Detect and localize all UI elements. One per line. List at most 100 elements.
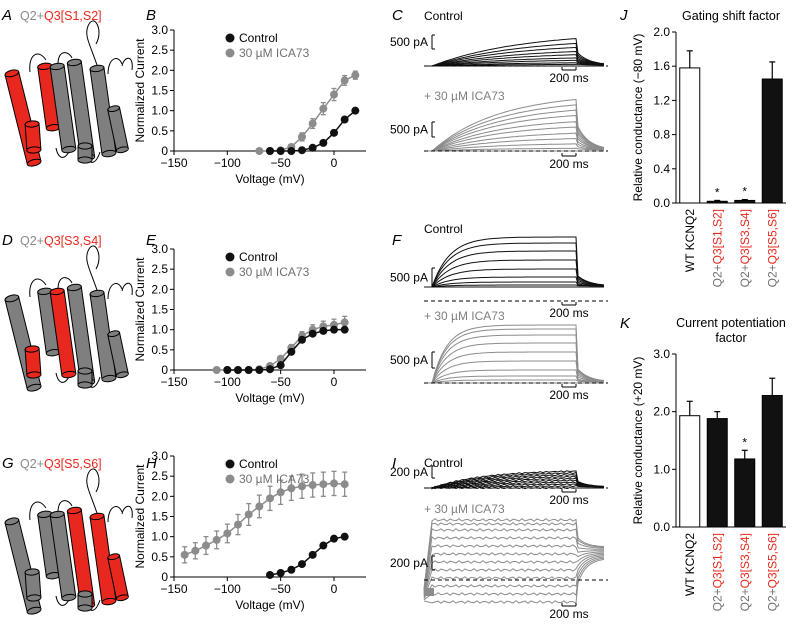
trace-ica — [423, 544, 605, 593]
trace-ica — [424, 369, 605, 384]
y-tick-label: 1.0 — [653, 462, 670, 476]
helix-top — [49, 287, 65, 296]
helix-joint — [102, 599, 116, 604]
data-point — [287, 147, 296, 155]
helix-joint — [62, 595, 76, 600]
trace-ica — [423, 556, 605, 599]
scale-bar-label: 500 pA — [390, 271, 428, 285]
data-point — [330, 128, 338, 137]
legend-label: Control — [239, 250, 278, 264]
category-name: Q3[S5,S6] — [765, 209, 779, 264]
data-point — [255, 366, 264, 374]
data-point — [266, 494, 274, 503]
data-point — [212, 366, 221, 374]
iv-chart-e: −150 −100 −50 0 0 0.5 1.0 1.5 2.0 2.5 3.0 Voltage (… — [133, 242, 366, 405]
loop-line — [86, 468, 100, 517]
data-point — [330, 479, 338, 488]
data-point — [330, 90, 338, 99]
trace-ica — [424, 98, 605, 152]
x-axis-label: Voltage (mV) — [235, 172, 304, 186]
trace-label-control: Control — [424, 222, 463, 236]
channel-model-g — [4, 468, 133, 615]
helix-joint — [27, 148, 41, 152]
legend-label: 30 µM ICA73 — [239, 472, 310, 486]
trace-ica — [423, 535, 605, 592]
trace-control — [424, 54, 605, 67]
legend-label: 30 µM ICA73 — [239, 46, 310, 60]
data-point — [287, 565, 296, 574]
trace-control — [424, 276, 605, 288]
data-point — [308, 143, 317, 152]
trace-ica — [424, 351, 605, 384]
y-axis-label: Normalized Current — [133, 257, 147, 362]
panel-label-h: H — [146, 455, 157, 472]
y-tick-label: 0 — [161, 363, 168, 377]
helix-small-joint — [78, 159, 92, 161]
helix-small-top — [77, 367, 93, 375]
helix-body — [24, 123, 42, 151]
helix-s2 — [37, 62, 61, 132]
category-name: WT KCNQ2 — [683, 533, 697, 596]
y-tick-label: 0.8 — [653, 128, 670, 142]
data-point — [180, 550, 189, 559]
helix-top — [107, 330, 121, 338]
helix-joint — [46, 350, 60, 355]
data-point — [287, 484, 296, 493]
significance-marker: * — [742, 185, 747, 199]
channel-model-d — [4, 245, 133, 392]
helix-top — [4, 517, 20, 526]
loop-line — [29, 53, 47, 73]
data-point — [276, 361, 285, 370]
trace-control — [424, 50, 605, 67]
bar — [761, 395, 783, 528]
data-point — [319, 138, 328, 147]
data-point — [319, 104, 328, 113]
category-name: WT KCNQ2 — [683, 209, 697, 272]
data-point — [234, 520, 242, 529]
scale-bar-label: 200 pA — [390, 465, 428, 479]
loop-line — [107, 506, 123, 523]
panel-label-e: E — [146, 232, 157, 249]
y-tick-label: 0.4 — [653, 162, 670, 176]
helix-top — [89, 512, 105, 521]
trace-control — [424, 42, 605, 67]
helix-top — [4, 69, 20, 78]
y-tick-label: 0.5 — [151, 550, 168, 564]
data-point — [330, 325, 338, 334]
trace-ica — [424, 147, 605, 152]
data-point — [276, 568, 285, 577]
y-axis-label: Normalized Current — [133, 38, 147, 143]
scale-bar-time-label: 200 ms — [549, 607, 588, 621]
data-point — [255, 502, 264, 511]
trace-ica — [424, 138, 605, 152]
bar — [679, 415, 701, 528]
trace-control — [424, 268, 605, 288]
helix-s4 — [49, 62, 77, 154]
helix-joint — [116, 147, 128, 152]
helix-joint — [116, 595, 128, 600]
trace-ica — [423, 527, 605, 591]
y-tick-label: 1.2 — [653, 93, 670, 107]
y-axis-label: Relative conductance (−80 mV) — [631, 34, 645, 202]
data-point — [298, 146, 306, 155]
iv-chart-b: −150 −100 −50 0 0 0.5 1.0 1.5 2.0 2.5 3.0 Voltage (… — [133, 23, 366, 186]
y-tick-label: 3.0 — [151, 23, 168, 37]
data-point — [319, 326, 328, 335]
category-name: Q3[S3,S4] — [738, 209, 752, 264]
trace-ica — [423, 553, 605, 597]
y-tick-label: 2.0 — [151, 282, 168, 296]
trace-ica — [424, 360, 605, 384]
helix-joint — [46, 573, 60, 578]
trace-ica — [424, 143, 604, 152]
helix-s3 — [24, 345, 42, 379]
helix-joint — [116, 372, 128, 377]
loop-line — [57, 52, 73, 65]
data-point — [191, 546, 200, 555]
helix-s7 — [107, 330, 129, 379]
data-point — [319, 541, 328, 550]
trace-control — [424, 62, 604, 67]
helix-top — [49, 510, 65, 519]
y-tick-label: 0.5 — [151, 343, 168, 357]
helix-s6 — [89, 289, 117, 383]
